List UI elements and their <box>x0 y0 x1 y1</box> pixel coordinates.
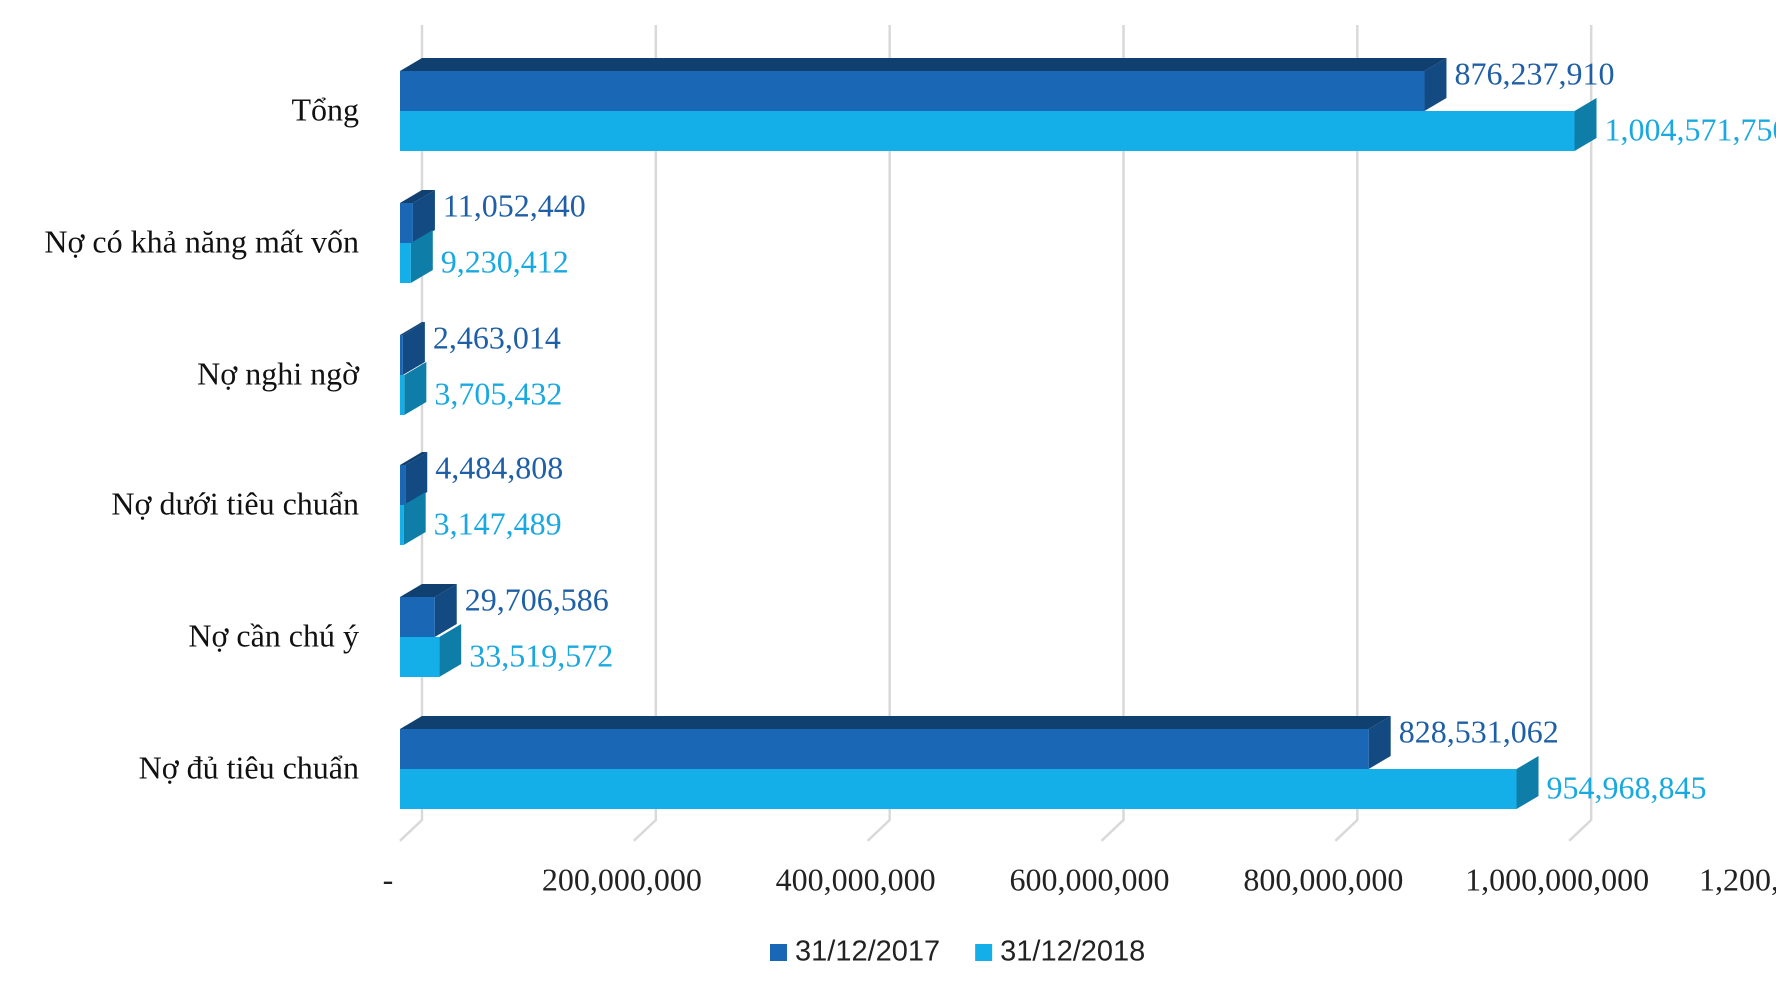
value-label: 3,147,489 <box>434 505 562 541</box>
bar <box>400 71 1425 111</box>
grid-line <box>1100 25 1125 842</box>
legend-swatch <box>770 944 787 961</box>
x-tick-label: 800,000,000 <box>1243 861 1403 897</box>
bar-top <box>400 190 435 203</box>
grid-line <box>399 25 424 842</box>
value-label: 876,237,910 <box>1454 55 1614 91</box>
value-label: 9,230,412 <box>441 243 569 279</box>
category-label: Tổng <box>291 91 359 127</box>
grid-line <box>632 25 658 842</box>
bar-top <box>400 452 428 465</box>
bar-side <box>402 322 425 375</box>
bar <box>400 769 1517 809</box>
value-label: 2,463,014 <box>433 319 561 355</box>
bar <box>400 505 404 545</box>
x-tick-label: - <box>383 861 394 897</box>
value-label: 3,705,432 <box>434 375 562 411</box>
bar-side <box>405 452 428 505</box>
value-label: 11,052,440 <box>443 187 586 223</box>
category-label: Nợ dưới tiêu chuẩn <box>111 485 359 521</box>
bar-side <box>1516 756 1539 809</box>
bar-side <box>403 492 426 545</box>
legend-label: 31/12/2018 <box>1000 936 1145 968</box>
bar-side <box>439 624 462 677</box>
value-label: 954,968,845 <box>1547 769 1707 805</box>
bar-side <box>1424 58 1447 111</box>
bar-top <box>400 58 1447 71</box>
grid-line <box>866 25 891 842</box>
value-label: 1,004,571,750 <box>1605 111 1776 147</box>
value-label: 4,484,808 <box>435 449 563 485</box>
category-label: Nợ đủ tiêu chuẩn <box>139 749 359 785</box>
bar <box>400 203 413 243</box>
x-tick-label: 200,000,000 <box>542 861 702 897</box>
grid-line <box>1568 25 1593 842</box>
value-label: 33,519,572 <box>469 637 613 673</box>
bar-side <box>412 190 435 243</box>
legend-label: 31/12/2017 <box>795 936 940 968</box>
bar-top <box>400 584 457 597</box>
x-tick-label: 1,200,000,000 <box>1699 861 1776 897</box>
bar <box>400 243 411 283</box>
bar <box>400 465 406 505</box>
bar-side <box>410 230 433 283</box>
category-label: Nợ cần chú ý <box>188 617 359 653</box>
bar <box>400 375 405 415</box>
value-label: 828,531,062 <box>1399 713 1559 749</box>
bar-side <box>1574 98 1597 151</box>
category-label: Nợ nghi ngờ <box>197 355 360 391</box>
value-label: 29,706,586 <box>465 581 609 617</box>
bar <box>400 335 403 375</box>
bar <box>400 637 440 677</box>
bar-top <box>400 716 1391 729</box>
bar-side <box>404 362 427 415</box>
bar-side <box>1368 716 1391 769</box>
x-tick-label: 600,000,000 <box>1010 861 1170 897</box>
bar-side <box>434 584 457 637</box>
legend-swatch <box>975 944 993 961</box>
x-tick-label: 1,000,000,000 <box>1465 861 1649 897</box>
bar <box>400 729 1369 769</box>
bar <box>400 597 435 637</box>
category-label: Nợ có khả năng mất vốn <box>44 223 359 259</box>
grid-line <box>1334 25 1359 842</box>
bar-top <box>400 322 425 335</box>
x-tick-label: 400,000,000 <box>776 861 936 897</box>
bar <box>400 111 1575 151</box>
